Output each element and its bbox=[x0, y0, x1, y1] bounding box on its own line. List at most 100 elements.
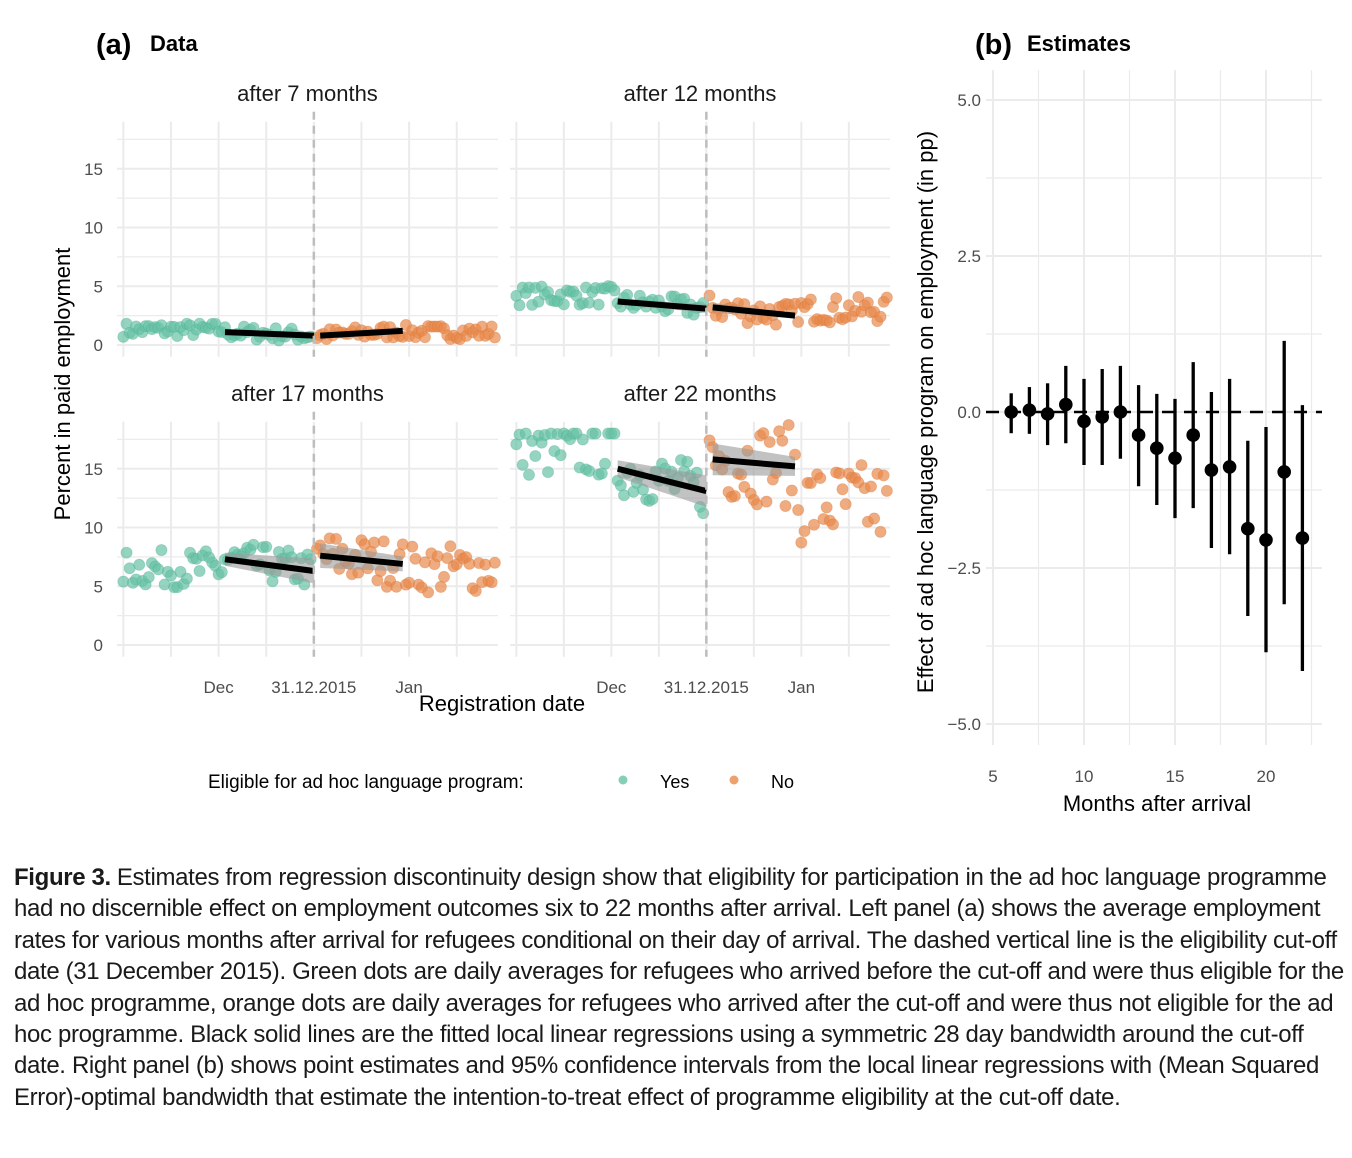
data-point-ineligible bbox=[763, 436, 776, 449]
data-point-ineligible bbox=[418, 331, 431, 344]
fit-line-eligible bbox=[224, 329, 314, 339]
estimates-plot: 5.0 2.5 0.0 −2.5 −5.0 5 10 15 20 bbox=[947, 70, 1322, 786]
data-point-ineligible bbox=[377, 535, 390, 548]
estimate-pointrange bbox=[1277, 340, 1291, 605]
data-point-ineligible bbox=[488, 556, 501, 569]
point-estimate bbox=[1113, 405, 1128, 419]
data-point-ineligible bbox=[406, 540, 419, 553]
data-point-ineligible bbox=[785, 484, 798, 497]
data-point-ineligible bbox=[839, 498, 852, 511]
data-point-ineligible bbox=[823, 316, 836, 329]
y-tick-label: 15 bbox=[84, 160, 103, 179]
panel-b-label: (b) bbox=[975, 29, 1012, 61]
point-estimate bbox=[1131, 428, 1146, 442]
x-tick-label: 31.12.2015 bbox=[271, 678, 356, 697]
data-point-eligible bbox=[133, 558, 146, 571]
point-estimate bbox=[1150, 441, 1164, 455]
x-tick-label: 10 bbox=[1075, 767, 1094, 786]
facet-panel: Dec 31.12.2015 Jan after 22 months bbox=[510, 381, 893, 697]
fit-line-ineligible bbox=[320, 327, 403, 339]
point-estimate bbox=[1059, 397, 1073, 412]
fit-line-ineligible bbox=[712, 304, 796, 319]
data-point-ineligible bbox=[485, 320, 498, 333]
estimate-pointrange bbox=[1204, 392, 1219, 549]
panel-a-title: Data bbox=[150, 31, 198, 56]
data-point-ineligible bbox=[804, 477, 817, 490]
y-tick-label: 15 bbox=[84, 460, 103, 479]
legend-label-yes: Yes bbox=[660, 772, 689, 792]
data-point-ineligible bbox=[441, 552, 454, 565]
data-point-ineligible bbox=[880, 291, 893, 304]
data-point-eligible bbox=[576, 433, 589, 446]
data-point-ineligible bbox=[444, 540, 457, 553]
data-point-eligible bbox=[215, 566, 228, 579]
y-tick-label: 5 bbox=[94, 577, 103, 596]
estimate-pointrange bbox=[1004, 393, 1018, 434]
panel-b-title: Estimates bbox=[1027, 31, 1131, 56]
panel-a-xlabel: Registration date bbox=[419, 691, 585, 716]
data-point-ineligible bbox=[874, 310, 887, 323]
data-point-eligible bbox=[155, 544, 168, 557]
x-tick-label: Dec bbox=[203, 678, 234, 697]
data-point-ineligible bbox=[760, 495, 773, 508]
y-tick-label: −2.5 bbox=[947, 559, 981, 578]
point-estimate bbox=[1022, 403, 1037, 417]
panel-b-xlabel: Months after arrival bbox=[1063, 791, 1251, 816]
data-point-ineligible bbox=[488, 331, 501, 344]
estimate-pointrange bbox=[1095, 368, 1109, 466]
facet-title: after 12 months bbox=[624, 81, 777, 106]
caption-label: Figure 3. bbox=[14, 864, 111, 891]
point-estimate bbox=[1204, 463, 1219, 477]
data-point-ineligible bbox=[792, 316, 805, 329]
point-estimate bbox=[1277, 465, 1291, 479]
data-point-eligible bbox=[608, 427, 621, 440]
fit-line-ineligible bbox=[319, 552, 404, 567]
data-point-ineligible bbox=[820, 501, 833, 514]
data-point-ineligible bbox=[434, 580, 447, 593]
data-point-ineligible bbox=[469, 584, 482, 597]
y-tick-label: 10 bbox=[84, 519, 103, 538]
data-point-ineligible bbox=[852, 290, 865, 303]
data-point-ineligible bbox=[795, 536, 808, 549]
y-tick-label: 0 bbox=[94, 636, 103, 655]
data-point-eligible bbox=[513, 299, 526, 312]
data-point-ineligible bbox=[776, 434, 789, 447]
point-estimate bbox=[1004, 405, 1018, 419]
data-point-ineligible bbox=[880, 484, 893, 497]
data-point-ineligible bbox=[804, 293, 817, 306]
estimate-pointrange bbox=[1113, 365, 1128, 459]
legend-label-no: No bbox=[771, 772, 794, 792]
data-point-ineligible bbox=[836, 483, 849, 496]
y-tick-label: 2.5 bbox=[957, 247, 981, 266]
x-tick-label: 20 bbox=[1257, 767, 1276, 786]
y-tick-label: 0.0 bbox=[957, 403, 981, 422]
data-point-ineligible bbox=[814, 472, 827, 485]
data-point-eligible bbox=[529, 450, 542, 463]
point-estimate bbox=[1095, 410, 1109, 424]
estimate-pointrange bbox=[1186, 362, 1200, 509]
facet-title: after 22 months bbox=[624, 381, 777, 406]
data-point-eligible bbox=[523, 468, 536, 481]
data-point-eligible bbox=[554, 449, 567, 462]
legend-title: Eligible for ad hoc language program: bbox=[208, 772, 524, 793]
figure-caption: Figure 3. Estimates from regression disco… bbox=[14, 862, 1344, 1113]
panel-b-ylabel: Effect of ad hoc language program on emp… bbox=[913, 131, 938, 693]
data-point-eligible bbox=[516, 458, 529, 471]
data-point-eligible bbox=[532, 295, 545, 308]
data-point-ineligible bbox=[830, 292, 843, 305]
estimate-pointrange bbox=[1059, 365, 1073, 444]
x-tick-label: 5 bbox=[988, 767, 997, 786]
estimate-pointrange bbox=[1259, 426, 1273, 653]
y-tick-label: 0 bbox=[94, 336, 103, 355]
data-point-ineligible bbox=[868, 512, 881, 525]
data-point-ineligible bbox=[782, 419, 795, 432]
point-estimate bbox=[1040, 407, 1055, 421]
caption-text: Estimates from regression discontinuity … bbox=[14, 864, 1344, 1111]
y-tick-label: 5.0 bbox=[957, 91, 981, 110]
data-point-ineligible bbox=[827, 518, 840, 531]
x-tick-label: Jan bbox=[788, 678, 815, 697]
point-estimate bbox=[1295, 531, 1310, 545]
fit-line-eligible bbox=[617, 298, 707, 312]
x-tick-label: Dec bbox=[596, 678, 627, 697]
data-point-ineligible bbox=[757, 427, 770, 440]
